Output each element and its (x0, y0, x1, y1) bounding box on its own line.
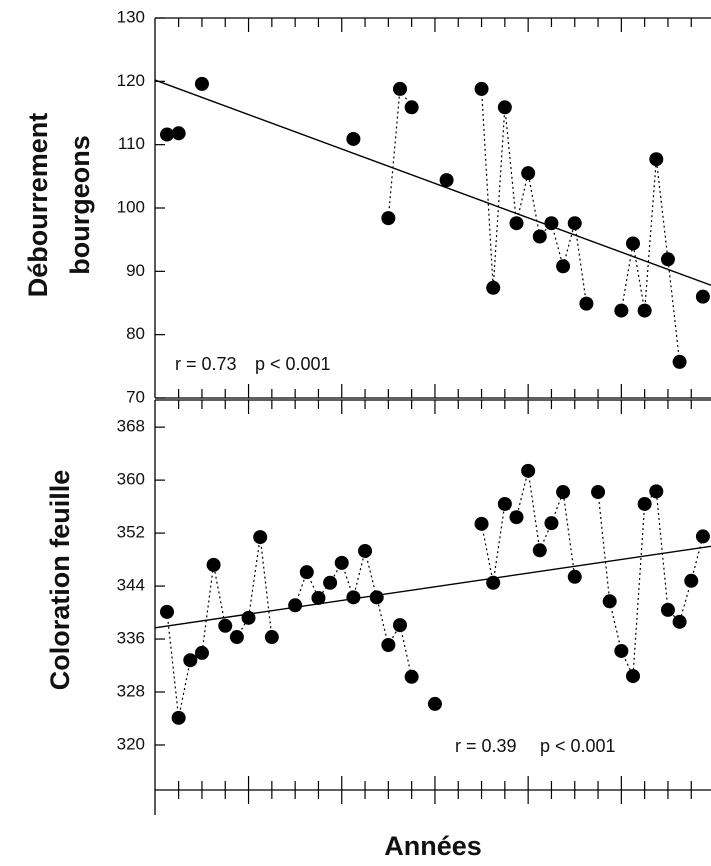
data-point (427, 696, 442, 711)
data-point (369, 590, 384, 605)
y-tick-label: 368 (117, 417, 145, 436)
data-point (509, 216, 524, 231)
data-point (264, 630, 279, 645)
data-point (194, 645, 209, 660)
data-point (474, 516, 489, 531)
y-tick-label: 130 (117, 7, 145, 26)
data-point (614, 303, 629, 318)
data-point (660, 602, 675, 617)
data-point (346, 131, 361, 146)
data-point (672, 354, 687, 369)
data-point (218, 618, 233, 633)
data-point (556, 259, 571, 274)
y-tick-label: 352 (117, 523, 145, 542)
data-point (521, 166, 536, 181)
data-point (626, 236, 640, 251)
data-point (695, 529, 710, 544)
y-tick-label: 336 (117, 629, 145, 648)
data-point (486, 280, 501, 295)
y-tick-label: 344 (117, 576, 145, 595)
data-point (544, 516, 559, 531)
trend-line (154, 79, 711, 286)
data-point (544, 216, 559, 231)
data-point (241, 610, 256, 625)
data-point (288, 598, 303, 613)
y-tick-label: 70 (126, 387, 145, 406)
data-point (532, 543, 547, 558)
data-point (556, 485, 571, 500)
data-point (567, 569, 582, 584)
data-point (299, 565, 314, 580)
data-point (439, 173, 454, 188)
data-point (393, 618, 407, 633)
data-point (160, 604, 174, 619)
data-point (323, 575, 338, 590)
data-point (229, 630, 244, 645)
data-point (334, 555, 349, 570)
data-point (404, 669, 419, 684)
annotation: p < 0.001 (255, 354, 331, 374)
data-line (597, 489, 704, 677)
data-point (171, 710, 186, 725)
y-axis-title: Débourrement (23, 113, 53, 298)
data-point (171, 126, 186, 141)
data-point (404, 100, 419, 115)
data-point (684, 573, 699, 588)
data-line (620, 159, 681, 362)
data-point (532, 229, 547, 244)
y-tick-label: 328 (117, 681, 145, 700)
y-tick-label: 100 (117, 197, 145, 216)
data-point (381, 211, 396, 226)
annotation: p < 0.001 (540, 736, 616, 756)
data-point (346, 590, 361, 605)
data-point (358, 543, 373, 558)
y-tick-label: 110 (118, 134, 145, 153)
data-point (649, 152, 664, 167)
data-point (649, 484, 664, 499)
data-line (166, 536, 273, 718)
data-point (393, 81, 407, 96)
data-point (206, 557, 221, 572)
data-point (311, 590, 326, 605)
trend-line (154, 545, 711, 629)
data-point (474, 81, 489, 96)
data-point (591, 485, 606, 500)
annotation: r = 0.39 (455, 736, 517, 756)
data-point (579, 296, 594, 311)
data-point (497, 100, 512, 115)
data-point (660, 252, 675, 267)
y-tick-label: 320 (117, 734, 145, 753)
data-point (672, 614, 687, 629)
y-tick-label: 90 (126, 261, 145, 280)
x-axis-title: Années (384, 831, 482, 861)
y-axis-title: bourgeons (65, 135, 95, 275)
data-point (521, 463, 536, 478)
data-point (497, 496, 512, 511)
data-point (695, 289, 710, 304)
y-tick-label: 120 (117, 71, 145, 90)
data-line (480, 88, 587, 304)
data-point (602, 594, 617, 609)
annotation: r = 0.73 (175, 354, 237, 374)
data-point (194, 76, 209, 91)
data-point (567, 216, 582, 231)
y-axis-title: Coloration feuille (45, 470, 75, 691)
data-point (253, 530, 268, 545)
y-tick-label: 80 (126, 324, 145, 343)
data-point (637, 303, 652, 318)
data-point (381, 637, 396, 652)
data-point (626, 669, 640, 684)
data-point (614, 643, 629, 658)
data-point (160, 127, 174, 142)
data-point (637, 496, 652, 511)
data-point (183, 653, 198, 668)
y-tick-label: 360 (117, 470, 145, 489)
data-point (509, 510, 524, 525)
data-point (486, 575, 501, 590)
